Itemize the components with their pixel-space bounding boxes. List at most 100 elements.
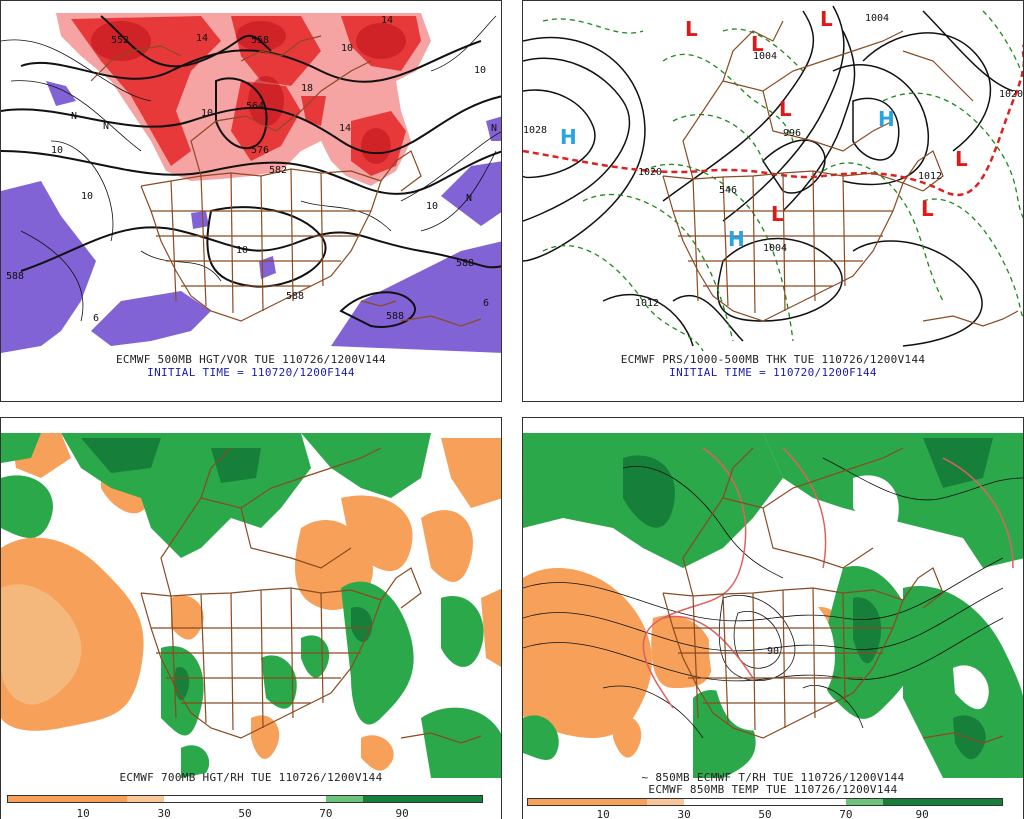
vorticity-core <box>248 76 284 126</box>
thickness-546-line <box>523 43 1023 197</box>
contour-label: 552 <box>111 35 129 46</box>
neg-vorticity-area <box>259 256 276 279</box>
contour-label: 576 <box>251 145 269 156</box>
map-500mb-hgt-vor: 552 558 564 576 582 588 588 588 588 10 1… <box>1 13 501 353</box>
neg-vorticity-area <box>1 181 96 353</box>
political-borders <box>140 447 482 744</box>
rh-colorbar <box>7 795 483 803</box>
panel-500mb-hgt-vor: 552 558 564 576 582 588 588 588 588 10 1… <box>0 0 502 402</box>
caption-title: ~ 850MB ECMWF T/RH TUE 110726/1200V144 <box>641 771 905 784</box>
moist-core-areas <box>623 438 993 760</box>
height-contours <box>1 15 501 328</box>
panel-700mb-hgt-rh: ECMWF 700MB HGT/RH TUE 110726/1200V144 1… <box>0 417 502 819</box>
rh-colorbar <box>527 798 1003 806</box>
low-pressure-marker: L <box>955 147 968 171</box>
contour-label: 588 <box>6 271 24 282</box>
vorticity-contours <box>1 15 501 322</box>
caption-title: ECMWF 700MB HGT/RH TUE 110726/1200V144 <box>119 771 383 784</box>
neg-vorticity-area <box>191 211 209 229</box>
contour-label: 14 <box>339 123 351 134</box>
isobar-label: 1020 <box>638 167 662 178</box>
colorbar-tick: 50 <box>238 807 252 819</box>
isobar-label: 996 <box>783 128 801 139</box>
colorbar-tick: 70 <box>839 808 853 819</box>
political-borders <box>90 35 482 327</box>
isobar-label: 1004 <box>865 13 889 24</box>
panel-850mb-t-rh: 90 ~ 850MB ECMWF T/RH TUE 110726/1200V14… <box>522 417 1024 819</box>
vorticity-core <box>236 21 286 51</box>
rh-colorbar-ticks: 10 30 50 70 90 <box>527 808 1003 819</box>
contour-label: 10 <box>341 43 353 54</box>
contour-label: 14 <box>381 15 393 26</box>
neg-vorticity-area <box>46 81 76 106</box>
contour-label: 588 <box>386 311 404 322</box>
moist-core-areas <box>81 438 373 701</box>
contour-label: 10 <box>201 108 213 119</box>
contour-label: 582 <box>269 165 287 176</box>
isobar-label: 1004 <box>763 243 787 254</box>
contour-label: N <box>491 123 497 134</box>
neg-vorticity-area <box>331 241 501 353</box>
isobar-labels: 1028 1020 1012 1012 1004 1004 1020 996 5… <box>523 13 1023 309</box>
thickness-lines <box>542 10 1023 352</box>
low-pressure-marker: L <box>685 17 698 41</box>
contour-label: N <box>103 121 109 132</box>
caption-init-time: INITIAL TIME = 110720/1200F144 <box>669 366 877 379</box>
map-700mb-hgt-rh <box>1 433 501 778</box>
contour-label: 18 <box>301 83 313 94</box>
contour-label: 6 <box>93 313 99 324</box>
high-pressure-marker: H <box>878 107 895 131</box>
low-pressure-marker: L <box>779 97 792 121</box>
caption-init-time: INITIAL TIME = 110720/1200F144 <box>147 366 355 379</box>
pressure-centers: H H H L L L L L L L <box>560 7 968 251</box>
neg-vorticity-area <box>91 291 211 346</box>
contour-label: 10 <box>236 245 248 256</box>
isobar-label: 1004 <box>753 51 777 62</box>
low-pressure-marker: L <box>751 32 764 56</box>
contour-label: 10 <box>426 201 438 212</box>
contour-label: 10 <box>81 191 93 202</box>
contour-label: N <box>71 111 77 122</box>
contour-label: 6 <box>483 298 489 309</box>
isobar-label: 546 <box>719 185 737 196</box>
contour-label: 10 <box>51 145 63 156</box>
caption-title: ECMWF PRS/1000-500MB THK TUE 110726/1200… <box>620 353 926 366</box>
contour-label: 90 <box>767 646 779 657</box>
political-borders <box>662 20 1019 327</box>
rh-colorbar-ticks: 10 30 50 70 90 <box>7 807 483 819</box>
colorbar-tick: 70 <box>319 807 333 819</box>
isobar-label: 1028 <box>523 125 547 136</box>
contour-labels: 552 558 564 576 582 588 588 588 588 10 1… <box>6 15 497 324</box>
contour-label: N <box>466 193 472 204</box>
low-pressure-marker: L <box>771 202 784 226</box>
colorbar-tick: 50 <box>758 808 772 819</box>
low-pressure-marker: L <box>921 197 934 221</box>
neg-vorticity-area <box>441 161 501 226</box>
contour-label: 14 <box>196 33 208 44</box>
contour-label: 588 <box>456 258 474 269</box>
vorticity-core <box>91 21 151 61</box>
isobar-label: 1020 <box>999 89 1023 100</box>
colorbar-tick: 30 <box>157 807 171 819</box>
high-pressure-marker: H <box>728 227 745 251</box>
political-borders <box>662 447 1004 744</box>
colorbar-tick: 90 <box>395 807 409 819</box>
isobar-label: 1012 <box>635 298 659 309</box>
map-prs-thk: 1028 1020 1012 1012 1004 1004 1020 996 5… <box>523 5 1023 352</box>
isobar-label: 1012 <box>918 171 942 182</box>
colorbar-tick: 10 <box>76 807 90 819</box>
contour-label: 558 <box>251 35 269 46</box>
colorbar-tick: 10 <box>596 808 610 819</box>
panel-prs-thk: 1028 1020 1012 1012 1004 1004 1020 996 5… <box>522 0 1024 402</box>
vorticity-area <box>301 96 326 126</box>
caption-title: ECMWF 500MB HGT/VOR TUE 110726/1200V144 <box>116 353 386 366</box>
contour-label: 588 <box>286 291 304 302</box>
contour-label: 10 <box>474 65 486 76</box>
vorticity-core <box>361 128 391 164</box>
freezing-contours <box>642 447 1014 709</box>
map-850mb-t-rh: 90 <box>523 433 1023 778</box>
colorbar-tick: 90 <box>915 808 929 819</box>
contour-label: 564 <box>246 101 264 112</box>
caption-subtitle: ECMWF 850MB TEMP TUE 110726/1200V144 <box>648 783 898 796</box>
colorbar-tick: 30 <box>677 808 691 819</box>
